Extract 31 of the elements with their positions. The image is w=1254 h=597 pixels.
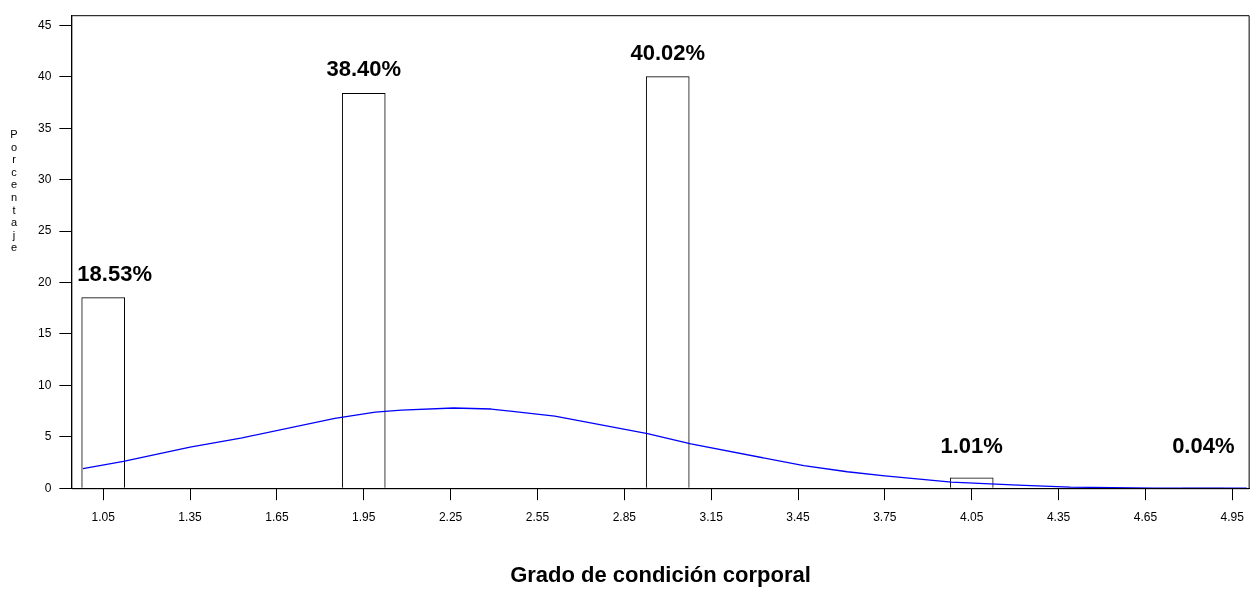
data-label: 40.02% [630, 39, 706, 65]
x-tick-label: 4.35 [1046, 509, 1071, 524]
x-tick-label: 2.25 [438, 509, 463, 524]
text: Porcentaje [10, 128, 18, 254]
x-tick-label: 3.75 [873, 509, 897, 524]
x-tick-label: 3.45 [786, 509, 811, 524]
x-tick-label: 3.15 [699, 509, 724, 524]
y-tick-label: 0 [44, 480, 52, 495]
x-tick-label: 1.05 [91, 509, 116, 524]
y-tick-label: 10 [37, 377, 52, 392]
data-label: 0.04% [1172, 433, 1235, 459]
x-tick-label: 1.35 [178, 509, 203, 524]
y-tick-label: 25 [37, 223, 52, 238]
data-label: 38.40% [326, 56, 402, 82]
x-axis-title: Grado de condición corporal [510, 561, 811, 587]
data-label: 1.01% [940, 433, 1003, 459]
y-tick-label: 15 [37, 326, 52, 341]
x-tick-label: 4.05 [960, 509, 984, 524]
x-tick-label: 2.85 [612, 509, 637, 524]
y-tick-label: 45 [37, 17, 52, 32]
y-tick-label: 30 [37, 172, 52, 187]
data-label: 18.53% [77, 260, 152, 286]
x-tick-label: 1.95 [352, 509, 376, 524]
x-tick-label: 2.55 [525, 509, 550, 524]
x-tick-label: 1.65 [265, 509, 289, 524]
y-tick-label: 35 [37, 120, 52, 135]
x-tick-label: 4.65 [1133, 509, 1158, 524]
x-tick-label: 4.95 [1220, 509, 1245, 524]
y-tick-label: 20 [37, 274, 52, 289]
y-tick-label: 5 [44, 429, 52, 444]
y-tick-label: 40 [37, 69, 52, 84]
